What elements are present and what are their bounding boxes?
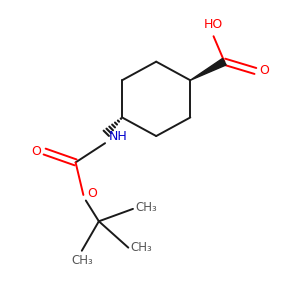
Text: O: O xyxy=(259,64,269,77)
Text: CH₃: CH₃ xyxy=(135,201,157,214)
Text: CH₃: CH₃ xyxy=(131,241,152,254)
Text: HO: HO xyxy=(204,18,223,31)
Text: O: O xyxy=(87,187,97,200)
Text: NH: NH xyxy=(109,130,128,143)
Text: O: O xyxy=(31,145,41,158)
Polygon shape xyxy=(190,58,226,80)
Text: CH₃: CH₃ xyxy=(71,254,93,268)
